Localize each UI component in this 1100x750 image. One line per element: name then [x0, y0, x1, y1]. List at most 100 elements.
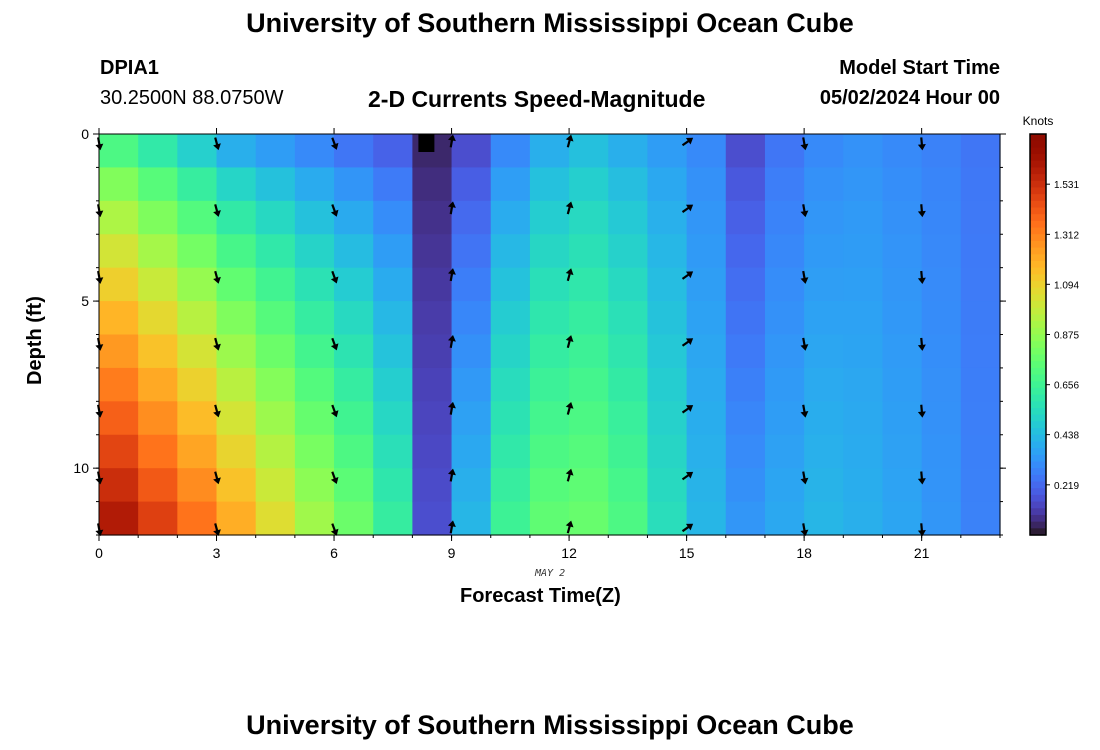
- heatmap-cell: [882, 134, 923, 169]
- y-axis-label: Depth (ft): [24, 296, 46, 385]
- heatmap-cell: [334, 334, 374, 369]
- colorbar-segment: [1030, 394, 1046, 402]
- heatmap-cell: [177, 367, 218, 402]
- heatmap-cell: [177, 200, 218, 235]
- heatmap-cell: [843, 167, 884, 202]
- heatmap-cell: [882, 434, 923, 469]
- colorbar-tick-label: 0.219: [1054, 481, 1079, 492]
- heatmap-cell: [569, 434, 609, 469]
- heatmap-cell: [334, 401, 374, 436]
- heatmap-cell: [451, 468, 492, 503]
- colorbar-title: Knots: [1023, 114, 1054, 128]
- colorbar-segment: [1030, 347, 1046, 356]
- current-vector-arrow: [917, 523, 926, 537]
- heatmap-cell: [686, 334, 727, 369]
- heatmap-cell: [647, 167, 688, 202]
- colorbar-segment: [1030, 408, 1046, 416]
- heatmap-cell: [686, 301, 727, 336]
- current-vector-arrow: [330, 270, 339, 284]
- heatmap-cell: [138, 167, 178, 202]
- current-vector-arrow: [917, 471, 926, 485]
- heatmap-cell: [960, 301, 1001, 336]
- heatmap-cell: [960, 334, 1001, 369]
- heatmap-cell: [412, 200, 453, 235]
- heatmap-cell: [255, 367, 296, 402]
- heatmap-cell: [451, 234, 492, 269]
- heatmap-cell: [608, 301, 649, 336]
- x-tick-label: 6: [330, 545, 338, 561]
- heatmap-cell: [725, 434, 766, 469]
- colorbar-tick-label: 0.656: [1054, 381, 1079, 392]
- current-vector-arrow: [681, 204, 694, 213]
- heatmap-cell: [529, 501, 570, 536]
- heatmap-cell: [529, 468, 570, 503]
- heatmap-cell: [294, 234, 335, 269]
- heatmap-cell: [138, 301, 178, 336]
- chart-axes: 0 3 6 9 12 15 18 21 0 5 10: [73, 126, 1006, 561]
- heatmap-cell: [569, 468, 609, 503]
- colorbar-segment: [1030, 321, 1046, 329]
- current-vector-arrow: [565, 134, 574, 148]
- heatmap-cell: [960, 167, 1001, 202]
- heatmap-cell: [843, 334, 884, 369]
- y-tick-label: 5: [81, 293, 89, 309]
- current-vector-arrow: [681, 338, 694, 347]
- heatmap-cell: [882, 200, 923, 235]
- current-vector-arrow: [213, 523, 221, 537]
- heatmap-cell: [804, 234, 844, 269]
- heatmap-cell: [373, 234, 413, 269]
- heatmap-cell: [451, 367, 492, 402]
- heatmap-cell: [529, 267, 570, 302]
- heatmap-cell: [216, 267, 257, 302]
- heatmap-cell: [608, 501, 649, 536]
- heatmap-cell: [960, 134, 1001, 169]
- heatmap-cell: [882, 501, 923, 536]
- colorbar-segment: [1030, 381, 1046, 389]
- heatmap-cell: [569, 367, 609, 402]
- current-vector-arrow: [681, 271, 694, 280]
- heatmap-cell: [921, 434, 962, 469]
- heatmap-cell: [843, 468, 884, 503]
- heatmap-cell: [255, 434, 296, 469]
- colorbar-segment: [1030, 160, 1046, 169]
- heatmap-cell: [764, 267, 805, 302]
- current-vector-arrow: [565, 468, 574, 482]
- heatmap-cell: [686, 367, 727, 402]
- heatmap-cell: [647, 401, 688, 436]
- heatmap-cell: [490, 367, 531, 402]
- heatmap-cell: [529, 301, 570, 336]
- current-vector-arrow: [448, 268, 456, 282]
- heatmap-cell: [804, 301, 844, 336]
- heatmap-cell: [412, 434, 453, 469]
- heatmap-cell: [373, 200, 413, 235]
- colorbar-segment: [1030, 441, 1046, 449]
- colorbar-segment: [1030, 147, 1046, 155]
- heatmap-cell: [843, 434, 884, 469]
- heatmap-cell: [216, 468, 257, 503]
- heatmap-cell: [490, 334, 531, 369]
- current-vector-arrow: [565, 268, 574, 282]
- heatmap-cell: [334, 200, 374, 235]
- heatmap-cell: [960, 401, 1001, 436]
- heatmap-cell: [882, 334, 923, 369]
- y-tick-label: 10: [73, 460, 89, 476]
- heatmap-cell: [373, 501, 413, 536]
- heatmap-cell: [99, 167, 139, 202]
- heatmap-cell: [99, 134, 139, 169]
- current-vector-arrow: [330, 523, 339, 536]
- current-vector-arrow: [917, 270, 926, 284]
- heatmap-cell: [843, 134, 884, 169]
- heatmap-cell: [686, 167, 727, 202]
- heatmap-cell: [334, 501, 374, 536]
- current-vector-arrow: [917, 337, 926, 351]
- heatmap-cell: [99, 267, 139, 302]
- heatmap-cell: [921, 401, 962, 436]
- heatmap-cell: [529, 434, 570, 469]
- heatmap-cell: [294, 434, 335, 469]
- heatmap-cell: [177, 234, 218, 269]
- colorbar-segment: [1030, 461, 1046, 469]
- heatmap-cell: [608, 134, 649, 169]
- colorbar-segment: [1030, 287, 1046, 295]
- heatmap-cell: [99, 434, 139, 469]
- colorbar-segment: [1030, 521, 1046, 529]
